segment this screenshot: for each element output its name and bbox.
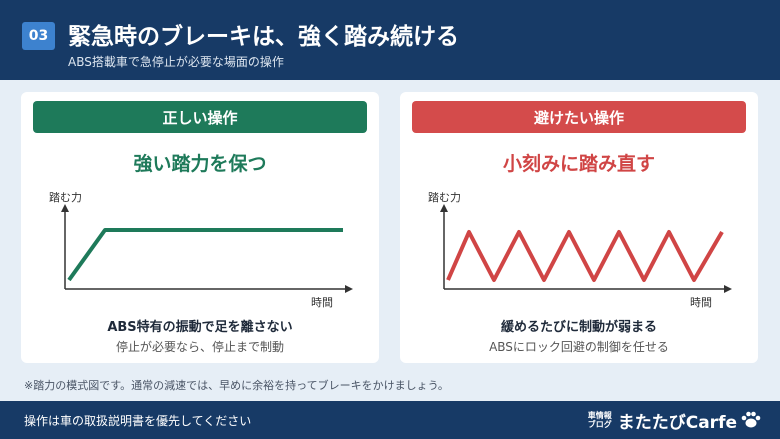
y-axis-label: 踏む力 — [428, 192, 461, 204]
card-caption-sub: ABSにロック回避の制御を任せる — [489, 340, 669, 354]
x-axis-label: 時間 — [311, 296, 333, 309]
card-caption: 緩めるたびに制動が弱まる — [500, 320, 657, 335]
card-heading: 避けたい操作 — [412, 101, 746, 133]
x-axis-arrow — [724, 285, 732, 293]
pressure-line — [67, 228, 343, 282]
y-axis-arrow — [61, 204, 69, 212]
steady-pressure-graph: 踏む力 時間 — [49, 192, 353, 309]
logo-small-text: 車情報 ブログ — [588, 411, 612, 429]
logo-small-line-2: ブログ — [587, 420, 612, 429]
correct-operation-card: 正しい操作 強い踏力を保つ 踏む力 時間 ABS特有の振動で足を離さない 停止が… — [21, 92, 379, 363]
header-bar: 03 緊急時のブレーキは、強く踏み続ける ABS搭載車で急停止が必要な場面の操作 — [0, 0, 780, 80]
x-axis-arrow — [345, 285, 353, 293]
page-title: 緊急時のブレーキは、強く踏み続ける — [68, 24, 459, 50]
section-number-badge: 03 — [22, 22, 55, 50]
brand-logo: 車情報 ブログ またたびCarfe — [588, 407, 762, 433]
logo-main-text: またたびCarfe — [617, 412, 737, 433]
footer-bar: 操作は車の取扱説明書を優先してください 車情報 ブログ またたびCarfe — [0, 401, 780, 439]
card-caption: ABS特有の振動で足を離さない — [107, 320, 293, 335]
logo-small-line-1: 車情報 — [587, 411, 612, 420]
y-axis-arrow — [440, 204, 448, 212]
footer-note: 操作は車の取扱説明書を優先してください — [24, 414, 252, 428]
x-axis-label: 時間 — [690, 296, 712, 309]
card-heading: 正しい操作 — [33, 101, 367, 133]
card-main-text: 小刻みに踏み直す — [502, 153, 655, 175]
card-main-text: 強い踏力を保つ — [133, 153, 267, 175]
pressure-line — [446, 230, 724, 282]
card-caption-sub: 停止が必要なら、停止まで制動 — [115, 340, 284, 354]
page-subtitle: ABS搭載車で急停止が必要な場面の操作 — [68, 55, 284, 69]
pumping-pressure-graph: 踏む力 時間 — [428, 192, 732, 309]
y-axis-label: 踏む力 — [49, 192, 82, 204]
paw-icon — [741, 411, 761, 428]
footnote: ※踏力の模式図です。通常の減速では、早めに余裕を持ってブレーキをかけましょう。 — [24, 379, 449, 392]
avoid-operation-card: 避けたい操作 小刻みに踏み直す 踏む力 時間 緩めるたびに制動が弱まる ABSに… — [400, 92, 758, 363]
